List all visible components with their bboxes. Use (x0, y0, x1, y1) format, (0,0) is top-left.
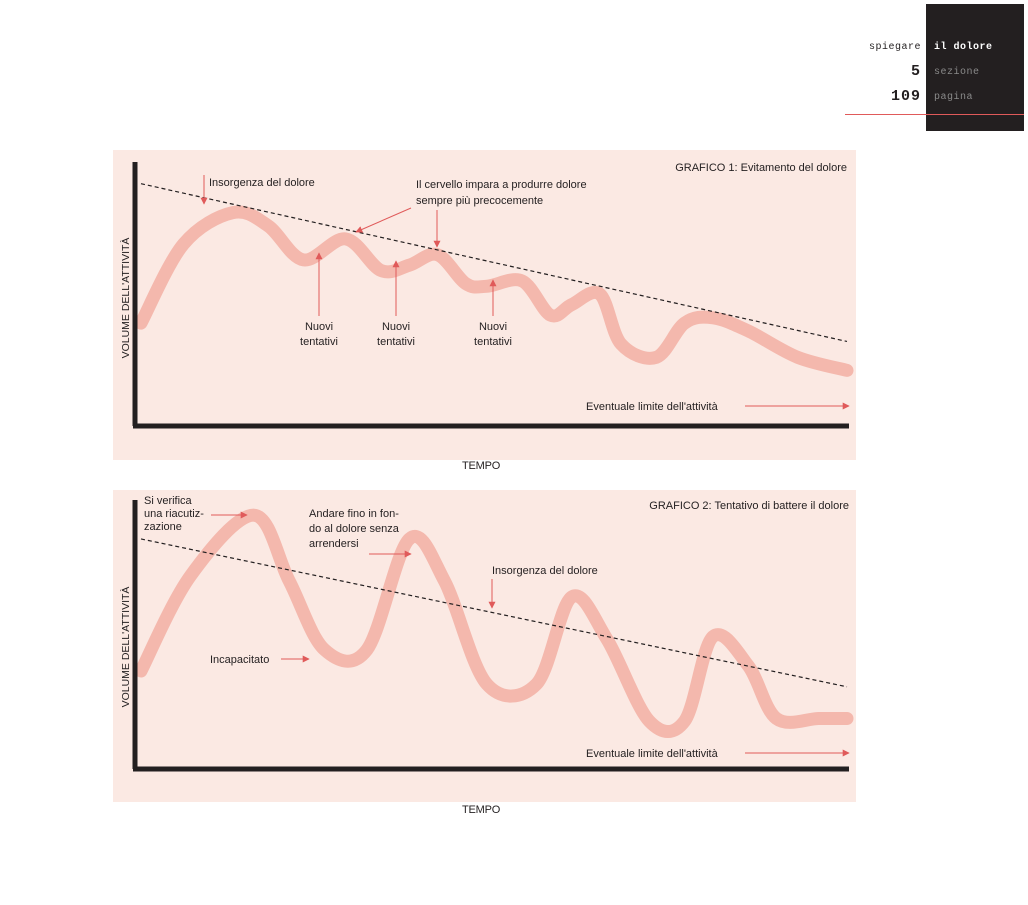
header-dark-block (926, 4, 1024, 131)
chart-1-annotation-attempt-3-line1: Nuovi (479, 321, 507, 333)
chart-1-title: GRAFICO 1: Evitamento del dolore (675, 162, 847, 174)
chart-1-panel: GRAFICO 1: Evitamento del dolore VOLUME … (113, 150, 856, 460)
chart-2-annotation-flare-line2: una riacutiz- (144, 508, 204, 520)
header-section-label: spiegare (868, 42, 921, 53)
chart-1-trend-line (140, 183, 848, 343)
chart-1-svg: GRAFICO 1: Evitamento del dolore VOLUME … (119, 162, 854, 429)
header-topic: il dolore (934, 42, 993, 53)
chart-1-annotation-brain-line1: Il cervello impara a produrre dolore (416, 179, 587, 191)
chart-1-annotation-attempt-2-line2: tentativi (377, 336, 415, 348)
header-section-number: 5 (910, 63, 921, 80)
chart-1-annotation-attempt-1-line1: Nuovi (305, 321, 333, 333)
chart-2-activity-curve (134, 508, 854, 738)
header-section-word: sezione (934, 67, 980, 78)
chart-1-annotation-limit: Eventuale limite dell'attività (586, 401, 719, 413)
header-page-number: 109 (890, 88, 921, 105)
chart-2-annotation-push-line3: arrendersi (309, 538, 359, 550)
header-rule (845, 114, 1024, 115)
chart-1-activity-curve (134, 205, 854, 377)
chart-1-annotation-arrow-brain-left (355, 207, 412, 233)
chart-2-annotation-flare-line3: zazione (144, 521, 182, 533)
chart-1-ylabel: VOLUME DELL'ATTIVITÀ (119, 238, 132, 359)
chart-2-annotation-limit: Eventuale limite dell'attività (586, 748, 719, 760)
chart-2-ylabel: VOLUME DELL'ATTIVITÀ (119, 587, 132, 708)
chart-2-annotation-flare-line1: Si verifica (144, 495, 193, 507)
chart-2-panel: GRAFICO 2: Tentativo di battere il dolor… (113, 490, 856, 802)
chart-2-annotation-push-line1: Andare fino in fon- (309, 508, 399, 520)
chart-2-annotation-incapacitated: Incapacitato (210, 654, 269, 666)
chart-1-annotation-attempt-1-line2: tentativi (300, 336, 338, 348)
chart-2-svg: GRAFICO 2: Tentativo di battere il dolor… (119, 495, 854, 772)
chart-1-annotation-onset: Insorgenza del dolore (209, 177, 315, 189)
chart-2-title: GRAFICO 2: Tentativo di battere il dolor… (649, 500, 849, 512)
chart-2-xlabel: TEMPO (462, 804, 501, 816)
chart-2-annotation-onset: Insorgenza del dolore (492, 565, 598, 577)
chart-1-annotation-attempt-2-line1: Nuovi (382, 321, 410, 333)
chart-1-annotation-brain-line2: sempre più precocemente (416, 195, 543, 207)
chart-1-annotation-attempt-3-line2: tentativi (474, 336, 512, 348)
chart-1-xlabel: TEMPO (462, 460, 501, 472)
chart-2-trend-line (140, 538, 848, 688)
header-page-word: pagina (934, 92, 974, 103)
chart-2-annotation-push-line2: do al dolore senza (309, 523, 400, 535)
